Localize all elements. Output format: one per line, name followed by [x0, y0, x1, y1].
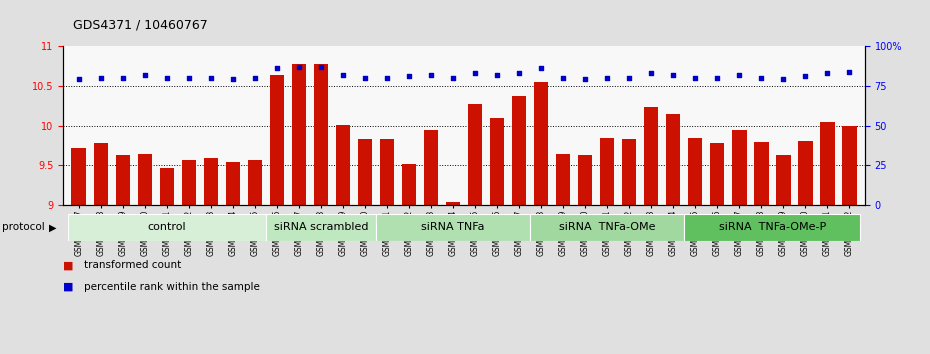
Bar — [445, 202, 460, 205]
Bar — [94, 143, 108, 205]
Point — [468, 70, 483, 76]
Point — [72, 76, 86, 82]
Point — [710, 75, 724, 81]
Point — [556, 75, 571, 81]
Point — [313, 64, 328, 69]
Point — [512, 70, 526, 76]
Point — [578, 76, 592, 82]
Bar — [688, 138, 702, 205]
Text: GDS4371 / 10460767: GDS4371 / 10460767 — [73, 19, 207, 32]
Bar — [247, 160, 262, 205]
Text: siRNA  TNFa-OMe-P: siRNA TNFa-OMe-P — [719, 222, 826, 233]
Point — [379, 75, 394, 81]
Text: transformed count: transformed count — [84, 261, 181, 270]
Point — [600, 75, 615, 81]
Point — [402, 73, 417, 79]
Bar — [424, 130, 438, 205]
Point — [820, 70, 835, 76]
Point — [490, 72, 505, 78]
Point — [270, 65, 285, 71]
Point — [732, 72, 747, 78]
Bar — [512, 96, 526, 205]
Bar — [292, 64, 306, 205]
Point — [204, 75, 219, 81]
Text: ▶: ▶ — [49, 222, 57, 233]
Point — [776, 76, 790, 82]
Bar — [622, 139, 636, 205]
Bar — [777, 155, 790, 205]
Point — [423, 72, 438, 78]
Bar — [578, 155, 592, 205]
Point — [842, 69, 857, 74]
Point — [445, 75, 460, 81]
Bar — [266, 214, 376, 241]
Point — [181, 75, 196, 81]
Point — [644, 70, 658, 76]
Point — [247, 75, 262, 81]
Point — [534, 65, 549, 71]
Bar — [820, 122, 834, 205]
Bar — [754, 142, 768, 205]
Bar — [684, 214, 860, 241]
Point — [159, 75, 174, 81]
Bar — [204, 158, 218, 205]
Point — [754, 75, 769, 81]
Text: ■: ■ — [63, 261, 73, 270]
Point — [138, 72, 153, 78]
Text: siRNA  TNFa-OMe: siRNA TNFa-OMe — [559, 222, 656, 233]
Bar — [376, 214, 530, 241]
Bar — [732, 130, 747, 205]
Bar — [490, 118, 504, 205]
Bar — [530, 214, 684, 241]
Bar — [711, 143, 724, 205]
Bar — [534, 82, 549, 205]
Bar — [666, 114, 681, 205]
Bar — [138, 154, 152, 205]
Bar — [379, 139, 394, 205]
Bar — [270, 75, 284, 205]
Point — [93, 75, 108, 81]
Bar — [72, 148, 86, 205]
Bar — [181, 160, 196, 205]
Bar — [115, 155, 130, 205]
Point — [115, 75, 130, 81]
Point — [666, 72, 681, 78]
Bar — [68, 214, 266, 241]
Text: control: control — [148, 222, 186, 233]
Bar — [468, 104, 483, 205]
Bar — [402, 164, 416, 205]
Text: ■: ■ — [63, 282, 73, 292]
Bar — [358, 139, 372, 205]
Point — [798, 73, 813, 79]
Bar — [336, 125, 350, 205]
Bar — [160, 168, 174, 205]
Bar — [600, 138, 615, 205]
Bar — [644, 107, 658, 205]
Bar — [843, 126, 857, 205]
Text: siRNA TNFa: siRNA TNFa — [421, 222, 485, 233]
Bar — [556, 154, 570, 205]
Point — [622, 75, 637, 81]
Text: percentile rank within the sample: percentile rank within the sample — [84, 282, 259, 292]
Point — [688, 75, 703, 81]
Text: protocol: protocol — [2, 222, 45, 233]
Text: siRNA scrambled: siRNA scrambled — [273, 222, 368, 233]
Bar — [313, 64, 328, 205]
Point — [291, 64, 306, 69]
Bar — [226, 161, 240, 205]
Bar — [798, 141, 813, 205]
Point — [225, 76, 240, 82]
Point — [336, 72, 351, 78]
Point — [357, 75, 372, 81]
